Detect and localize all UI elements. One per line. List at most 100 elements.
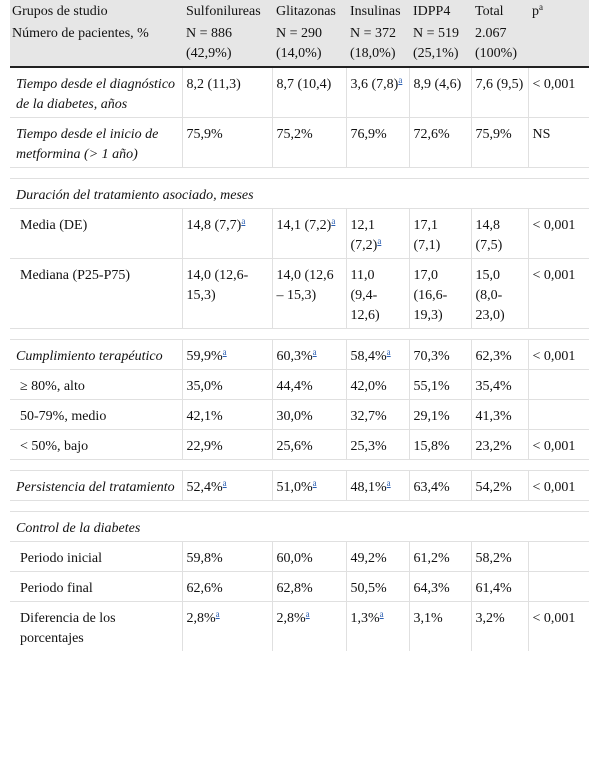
header-patients-label: Número de pacientes, % — [10, 24, 182, 68]
footnote-link[interactable]: a — [222, 347, 227, 357]
header-glitazonas: Glitazonas — [272, 0, 346, 24]
cell-value: 42,1% — [181, 399, 272, 430]
cell-value: 42,0% — [345, 369, 409, 400]
row-label: Tiempo desde el diagnóstico de la diabet… — [16, 77, 176, 112]
row-label: Media (DE) — [10, 208, 182, 259]
cell-value: 35,0% — [181, 369, 272, 400]
footnote-link[interactable]: a — [331, 216, 336, 226]
cell-value: 61,2% — [408, 541, 471, 572]
spacer-row — [10, 328, 589, 340]
table-row: Cumplimiento terapéutico 59,9%a 60,3%a 5… — [10, 339, 589, 370]
footnote-link[interactable]: a — [312, 478, 317, 488]
cell-value: 59,9%a — [181, 339, 272, 370]
cell-value: 7,6 (9,5) — [470, 67, 528, 118]
row-label: Periodo inicial — [10, 541, 182, 572]
cell-p-value — [527, 571, 589, 602]
table-row: < 50%, bajo 22,9% 25,6% 25,3% 15,8% 23,2… — [10, 429, 589, 460]
cell-p-value — [527, 541, 589, 572]
footnote-link[interactable]: a — [386, 478, 391, 488]
cell-value: 14,8 (7,5) — [470, 208, 528, 259]
cell-value: 52,4%a — [181, 470, 272, 501]
cell-p-value: < 0,001 — [527, 208, 589, 259]
cell-value: 11,0 (9,4-12,6) — [345, 258, 409, 329]
cell-value: 62,6% — [181, 571, 272, 602]
header-sulfonilureas: Sulfonilureas — [182, 0, 272, 24]
cell-value: 29,1% — [408, 399, 471, 430]
header-n-glitazonas: N = 290 (14,0%) — [272, 24, 346, 68]
row-label: Periodo final — [10, 571, 182, 602]
cell-value: 8,2 (11,3) — [181, 67, 272, 118]
cell-value: 2,8%a — [181, 601, 272, 651]
footnote-link[interactable]: a — [398, 75, 403, 85]
cell-value: 50,5% — [345, 571, 409, 602]
section-heading-control: Control de la diabetes — [10, 511, 589, 542]
footnote-link[interactable]: a — [215, 609, 220, 619]
cell-value: 60,0% — [271, 541, 346, 572]
header-n-insulinas: N = 372 (18,0%) — [346, 24, 409, 68]
row-label: < 50%, bajo — [10, 429, 182, 460]
table-row: Media (DE) 14,8 (7,7)a 14,1 (7,2)a 12,1 … — [10, 208, 589, 259]
header-p-sup: a — [539, 2, 543, 12]
footnote-link[interactable]: a — [386, 347, 391, 357]
table-row: Persistencia del tratamiento 52,4%a 51,0… — [10, 470, 589, 501]
cell-value: 70,3% — [408, 339, 471, 370]
table-row: Diferencia de los porcentajes 2,8%a 2,8%… — [10, 601, 589, 651]
cell-value: 17,1 (7,1) — [408, 208, 471, 259]
cell-value: 14,1 (7,2)a — [271, 208, 346, 259]
cell-value: 76,9% — [345, 117, 409, 168]
header-n-total: 2.067 (100%) — [471, 24, 528, 68]
table-row: Periodo final 62,6% 62,8% 50,5% 64,3% 61… — [10, 571, 589, 602]
footnote-link[interactable]: a — [222, 478, 227, 488]
cell-value: 75,9% — [181, 117, 272, 168]
header-n-idpp4: N = 519 (25,1%) — [409, 24, 471, 68]
table-row: Mediana (P25-P75) 14,0 (12,6-15,3) 14,0 … — [10, 258, 589, 329]
table-row: ≥ 80%, alto 35,0% 44,4% 42,0% 55,1% 35,4… — [10, 369, 589, 400]
header-empty — [528, 24, 589, 68]
cell-value: 63,4% — [408, 470, 471, 501]
cell-value: 3,2% — [470, 601, 528, 651]
spacer-row — [10, 459, 589, 471]
cell-value: 75,2% — [271, 117, 346, 168]
cell-value: 35,4% — [470, 369, 528, 400]
row-label: Cumplimiento terapéutico — [10, 339, 182, 370]
cell-value: 12,1 (7,2)a — [345, 208, 409, 259]
cell-value: 49,2% — [345, 541, 409, 572]
cell-value: 55,1% — [408, 369, 471, 400]
cell-value: 75,9% — [470, 117, 528, 168]
cell-p-value: < 0,001 — [527, 258, 589, 329]
cell-value: 23,2% — [470, 429, 528, 460]
footnote-link[interactable]: a — [312, 347, 317, 357]
cell-value: 15,8% — [408, 429, 471, 460]
spacer-row — [10, 500, 589, 512]
table-body: Tiempo desde el diagnóstico de la diabet… — [10, 67, 589, 651]
cell-value: 51,0%a — [271, 470, 346, 501]
section-row: Control de la diabetes — [10, 511, 589, 542]
cell-value: 14,0 (12,6-15,3) — [181, 258, 272, 329]
section-row: Duración del tratamiento asociado, meses — [10, 178, 589, 209]
cell-value: 22,9% — [181, 429, 272, 460]
spacer-row — [10, 167, 589, 179]
cell-p-value — [527, 369, 589, 400]
cell-p-value: < 0,001 — [527, 470, 589, 501]
cell-value: 54,2% — [470, 470, 528, 501]
cell-value: 8,9 (4,6) — [408, 67, 471, 118]
row-label: Persistencia del tratamiento — [10, 470, 182, 501]
cell-value: 62,3% — [470, 339, 528, 370]
footnote-link[interactable]: a — [241, 216, 246, 226]
footnote-link[interactable]: a — [377, 236, 382, 246]
table-row: Tiempo desde el diagnóstico de la diabet… — [10, 67, 589, 118]
footnote-link[interactable]: a — [305, 609, 310, 619]
cell-p-value: < 0,001 — [527, 67, 589, 118]
cell-value: 58,2% — [470, 541, 528, 572]
cell-value: 58,4%a — [345, 339, 409, 370]
cell-value: 64,3% — [408, 571, 471, 602]
cell-p-value: NS — [527, 117, 589, 168]
cell-value: 62,8% — [271, 571, 346, 602]
row-label: 50-79%, medio — [10, 399, 182, 430]
cell-value: 17,0 (16,6-19,3) — [408, 258, 471, 329]
cell-value: 3,1% — [408, 601, 471, 651]
row-label: ≥ 80%, alto — [10, 369, 182, 400]
header-p: pa — [528, 0, 589, 24]
footnote-link[interactable]: a — [379, 609, 384, 619]
row-label: Tiempo desde el inicio de metformina (> … — [10, 117, 182, 168]
